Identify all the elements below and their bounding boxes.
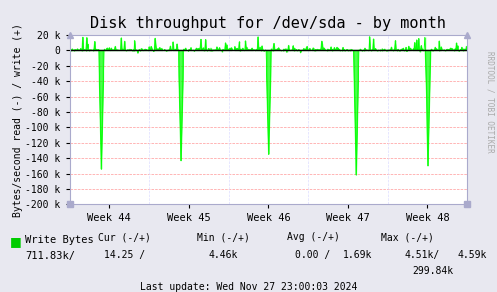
Text: RRDTOOL / TOBI OETIKER: RRDTOOL / TOBI OETIKER xyxy=(486,51,495,153)
Text: Max (-/+): Max (-/+) xyxy=(381,232,434,242)
Text: 299.84k: 299.84k xyxy=(412,266,453,276)
Text: 4.51k/: 4.51k/ xyxy=(405,250,440,260)
Text: 1.69k: 1.69k xyxy=(343,250,373,260)
Text: Avg (-/+): Avg (-/+) xyxy=(287,232,339,242)
Text: 4.59k: 4.59k xyxy=(457,250,487,260)
Title: Disk throughput for /dev/sda - by month: Disk throughput for /dev/sda - by month xyxy=(90,16,446,31)
Text: ■: ■ xyxy=(10,235,22,248)
Text: 4.46k: 4.46k xyxy=(209,250,239,260)
Text: Cur (-/+): Cur (-/+) xyxy=(98,232,151,242)
Text: Write Bytes: Write Bytes xyxy=(25,235,93,245)
Text: 0.00 /: 0.00 / xyxy=(296,250,331,260)
Text: 711.83k/: 711.83k/ xyxy=(25,251,75,261)
Text: Last update: Wed Nov 27 23:00:03 2024: Last update: Wed Nov 27 23:00:03 2024 xyxy=(140,282,357,292)
Text: Min (-/+): Min (-/+) xyxy=(197,232,250,242)
Text: 14.25 /: 14.25 / xyxy=(104,250,145,260)
Y-axis label: Bytes/second read (-) / write (+): Bytes/second read (-) / write (+) xyxy=(12,23,22,217)
